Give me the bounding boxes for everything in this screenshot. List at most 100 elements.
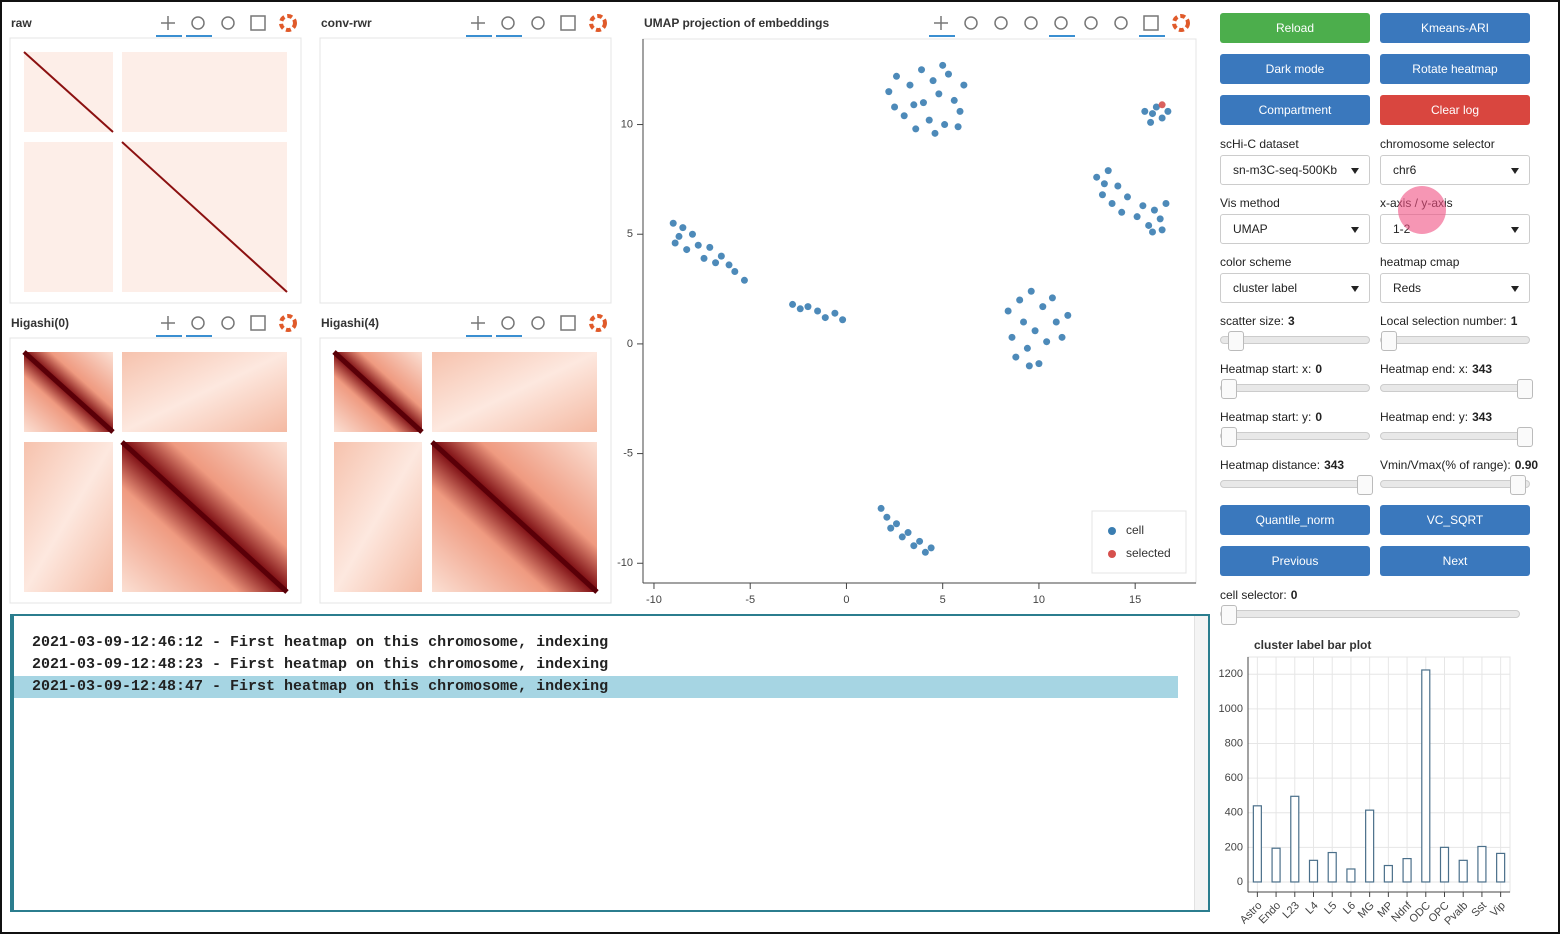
heatmap-tile <box>432 352 597 432</box>
x-tick-label: 0 <box>843 594 849 606</box>
scatter-point <box>931 129 939 137</box>
scatter-point <box>831 309 839 317</box>
select-label: chromosome selector <box>1380 137 1495 151</box>
toolbar-icon[interactable] <box>560 15 576 31</box>
scatter-point <box>939 61 947 69</box>
cursor-highlight <box>1398 186 1446 234</box>
toolbar-icon[interactable] <box>589 314 607 332</box>
select[interactable]: chr6 <box>1380 155 1530 185</box>
y-tick-label: 800 <box>1225 737 1243 749</box>
icon-tool <box>501 16 515 30</box>
icon-tool <box>964 16 978 30</box>
toolbar-icon[interactable] <box>186 16 212 37</box>
slider-value: 0 <box>1315 362 1323 376</box>
toolbar-icon[interactable] <box>929 16 955 37</box>
toolbar-icon[interactable] <box>221 16 235 30</box>
scatter-point <box>910 542 918 550</box>
slider-handle[interactable] <box>1221 379 1237 399</box>
slider-label-text: Heatmap start: y: <box>1220 410 1312 424</box>
button[interactable]: Quantile_norm <box>1220 505 1370 535</box>
scatter-point <box>1012 353 1020 361</box>
slider-handle[interactable] <box>1517 427 1533 447</box>
toolbar-icon[interactable] <box>531 16 545 30</box>
button[interactable]: Previous <box>1220 546 1370 576</box>
toolbar-icon[interactable] <box>156 316 182 337</box>
chart-title: UMAP projection of embeddings <box>644 16 829 30</box>
button[interactable]: Next <box>1380 546 1530 576</box>
button[interactable]: Kmeans-ARI <box>1380 13 1530 43</box>
slider-label: Vmin/Vmax(% of range): 0.90 <box>1380 458 1538 472</box>
slider-handle[interactable] <box>1510 475 1527 495</box>
y-tick-label: 600 <box>1225 772 1243 784</box>
toolbar-icon[interactable] <box>994 16 1008 30</box>
toolbar-icon[interactable] <box>279 314 297 332</box>
slider-value: 0 <box>1290 588 1298 602</box>
scatter-point <box>712 259 720 267</box>
scatter-point <box>1123 193 1131 201</box>
slider-value: 343 <box>1472 410 1493 424</box>
toolbar-icon[interactable] <box>1024 16 1038 30</box>
x-tick-label: MG <box>1356 900 1377 921</box>
scatter-point <box>1150 206 1158 214</box>
button[interactable]: Compartment <box>1220 95 1370 125</box>
x-tick-label: L23 <box>1280 900 1301 921</box>
select[interactable]: UMAP <box>1220 214 1370 244</box>
toolbar-icon[interactable] <box>531 316 545 330</box>
scatter-point <box>1147 118 1155 126</box>
scatter-point <box>1118 208 1126 216</box>
scatter-point <box>1052 318 1060 326</box>
toolbar-icon[interactable] <box>496 16 522 37</box>
slider-label: scatter size: 3 <box>1220 314 1295 328</box>
toolbar-icon[interactable] <box>1114 16 1128 30</box>
heatmap-tile <box>122 352 287 432</box>
toolbar-icon[interactable] <box>496 316 522 337</box>
bar <box>1383 864 1393 883</box>
slider-handle[interactable] <box>1221 427 1237 447</box>
button[interactable]: VC_SQRT <box>1380 505 1530 535</box>
bar <box>1477 845 1487 883</box>
scatter-point <box>906 81 914 89</box>
icon-tool <box>1084 16 1098 30</box>
toolbar-icon[interactable] <box>560 315 576 331</box>
select[interactable]: Reds <box>1380 273 1530 303</box>
icon-tool <box>994 16 1008 30</box>
toolbar-icon[interactable] <box>221 316 235 330</box>
toolbar-icon[interactable] <box>1172 14 1190 32</box>
slider-label-text: Local selection number: <box>1380 314 1507 328</box>
toolbar-icon[interactable] <box>279 14 297 32</box>
x-tick-label: 15 <box>1129 594 1141 606</box>
toolbar-icon[interactable] <box>156 16 182 37</box>
heatmap-tile <box>122 52 287 132</box>
slider-handle[interactable] <box>1357 475 1373 495</box>
scatter-point <box>669 219 677 227</box>
x-tick-label: 5 <box>940 594 946 606</box>
slider-handle[interactable] <box>1381 331 1397 351</box>
scatter-point <box>904 529 912 537</box>
toolbar-icon[interactable] <box>1139 15 1165 37</box>
toolbar-icon[interactable] <box>1049 16 1075 37</box>
scatter-point <box>706 243 714 251</box>
scatter-point <box>821 314 829 322</box>
toolbar-icon[interactable] <box>589 14 607 32</box>
slider-handle[interactable] <box>1227 331 1244 351</box>
toolbar-icon[interactable] <box>466 316 492 337</box>
scatter-point <box>892 72 900 80</box>
toolbar-icon[interactable] <box>250 15 266 31</box>
toolbar-icon[interactable] <box>1084 16 1098 30</box>
scatter-point <box>1158 101 1166 109</box>
toolbar-icon[interactable] <box>466 16 492 37</box>
toolbar-icon[interactable] <box>250 315 266 331</box>
select[interactable]: sn-m3C-seq-500Kb <box>1220 155 1370 185</box>
button[interactable]: Rotate heatmap <box>1380 54 1530 84</box>
slider-handle[interactable] <box>1221 605 1237 625</box>
scatter-point <box>956 107 964 115</box>
button[interactable]: Dark mode <box>1220 54 1370 84</box>
slider-handle[interactable] <box>1517 379 1533 399</box>
slider-value: 343 <box>1324 458 1345 472</box>
button[interactable]: Clear log <box>1380 95 1530 125</box>
scatter-point <box>731 268 739 276</box>
select[interactable]: cluster label <box>1220 273 1370 303</box>
toolbar-icon[interactable] <box>964 16 978 30</box>
button[interactable]: Reload <box>1220 13 1370 43</box>
toolbar-icon[interactable] <box>186 316 212 337</box>
